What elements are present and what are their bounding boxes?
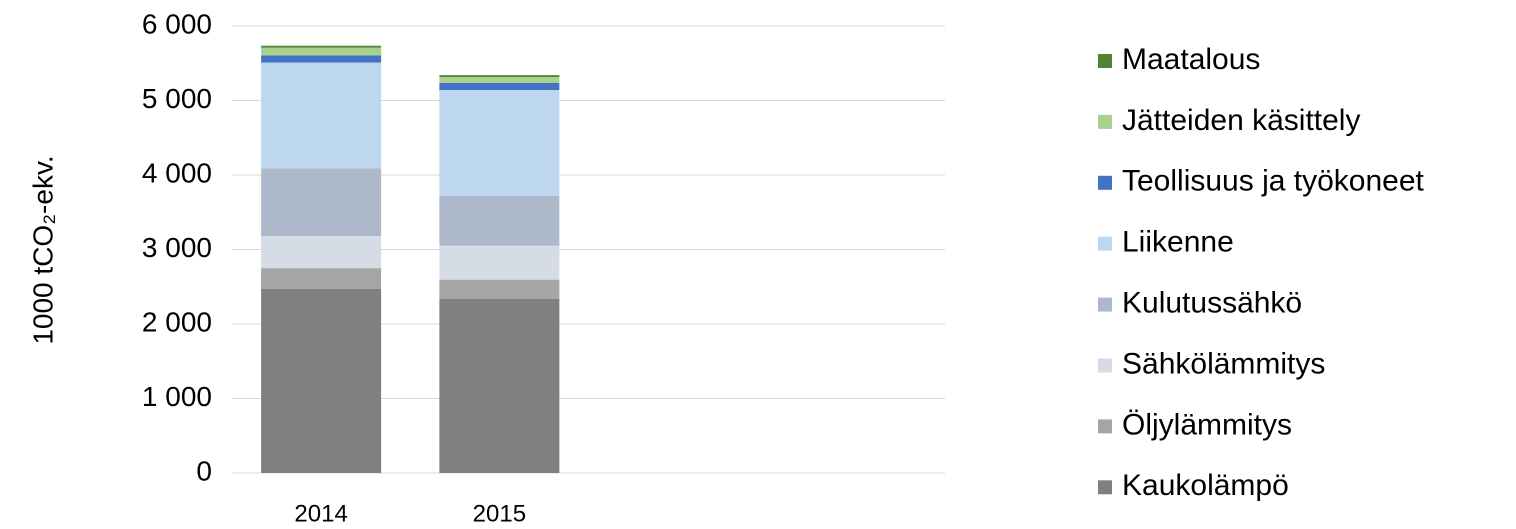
legend-label: Kulutussähkö <box>1122 287 1302 320</box>
legend-swatch <box>1098 358 1112 373</box>
legend-label: Sähkölämmitys <box>1122 347 1325 380</box>
y-tick-label: 6 000 <box>142 8 212 39</box>
y-tick-label: 0 <box>196 455 212 486</box>
bar-segment <box>261 268 382 289</box>
bar-segment <box>439 298 560 473</box>
x-tick-label: 2014 <box>294 500 347 527</box>
y-tick-label: 5 000 <box>142 83 212 114</box>
bar-segment <box>261 55 382 63</box>
legend-label: Liikenne <box>1122 226 1234 259</box>
bar-segment <box>439 82 560 91</box>
bar-segment <box>439 245 560 280</box>
y-axis-label: 1000 tCO₂-ekv. <box>27 155 58 344</box>
y-tick-label: 3 000 <box>142 232 212 263</box>
bar-segment <box>439 75 560 78</box>
bar-segment <box>261 47 382 56</box>
legend-swatch <box>1098 297 1112 312</box>
legend-label: Maatalous <box>1122 43 1260 76</box>
bar-segment <box>261 288 382 473</box>
legend-label: Öljylämmitys <box>1122 408 1292 441</box>
x-tick-label: 2015 <box>473 500 526 527</box>
bar-segment <box>261 168 382 237</box>
y-tick-label: 4 000 <box>142 157 212 188</box>
legend-swatch <box>1098 54 1112 68</box>
legend-swatch <box>1098 419 1112 434</box>
legend-swatch <box>1098 175 1112 190</box>
bar-segment <box>439 77 560 83</box>
bar-segment <box>439 279 560 299</box>
legend-label: Jätteiden käsittely <box>1122 104 1360 137</box>
bar-segment <box>261 45 382 48</box>
bar-segment <box>261 236 382 269</box>
y-tick-label: 2 000 <box>142 306 212 337</box>
legend-swatch <box>1098 236 1112 251</box>
legend-swatch <box>1098 480 1112 495</box>
y-tick-label: 1 000 <box>142 381 212 412</box>
legend-swatch <box>1098 114 1112 129</box>
bar-segment <box>439 90 560 196</box>
legend-label: Teollisuus ja työkoneet <box>1122 165 1425 198</box>
legend-label: Kaukolämpö <box>1122 469 1289 502</box>
bar-segment <box>439 195 560 246</box>
bar-segment <box>261 62 382 169</box>
